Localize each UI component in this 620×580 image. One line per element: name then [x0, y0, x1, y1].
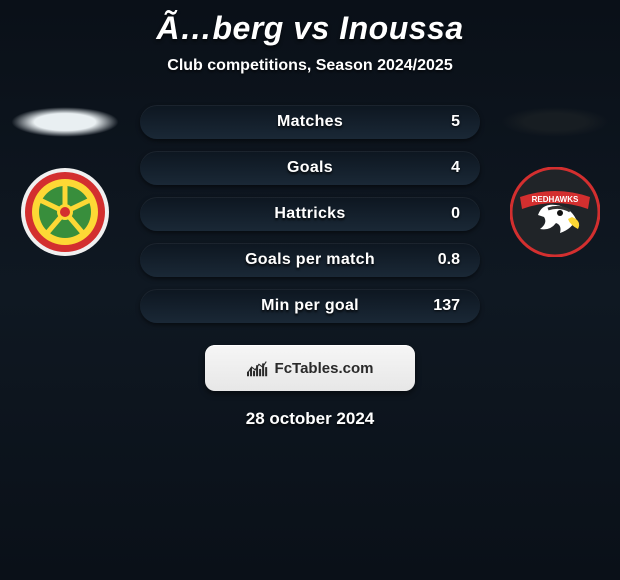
hawk-icon: REDHAWKS	[510, 167, 600, 257]
stat-label: Min per goal	[190, 297, 430, 315]
stat-label: Hattricks	[190, 205, 430, 223]
right-club-name: REDHAWKS	[532, 195, 579, 204]
left-ellipse	[11, 107, 119, 137]
stat-right: 0.8	[430, 251, 460, 269]
fctables-badge[interactable]: FcTables.com	[205, 345, 415, 391]
main-row: Matches 5 Goals 4 Hattricks 0 Goals per …	[0, 105, 620, 335]
page-subtitle: Club competitions, Season 2024/2025	[0, 57, 620, 75]
stat-row-gpm: Goals per match 0.8	[140, 243, 480, 277]
stat-label: Goals	[190, 159, 430, 177]
right-club-logo: REDHAWKS	[510, 167, 600, 257]
stat-right: 137	[430, 297, 460, 315]
stat-right: 0	[430, 205, 460, 223]
shield-icon	[20, 167, 110, 257]
stat-row-hattricks: Hattricks 0	[140, 197, 480, 231]
page-title: Ã…berg vs Inoussa	[0, 0, 620, 47]
right-ellipse	[501, 107, 609, 137]
left-club-logo	[20, 167, 110, 257]
comparison-card: Ã…berg vs Inoussa Club competitions, Sea…	[0, 0, 620, 580]
stat-row-goals: Goals 4	[140, 151, 480, 185]
stat-right: 5	[430, 113, 460, 131]
left-club-col	[5, 105, 125, 257]
bar-chart-icon	[247, 359, 269, 377]
right-club-col: REDHAWKS	[495, 105, 615, 257]
stat-row-matches: Matches 5	[140, 105, 480, 139]
fctables-text: FcTables.com	[275, 360, 374, 377]
stat-label: Goals per match	[190, 251, 430, 269]
date-label: 28 october 2024	[0, 409, 620, 429]
stat-row-mpg: Min per goal 137	[140, 289, 480, 323]
stat-right: 4	[430, 159, 460, 177]
stat-label: Matches	[190, 113, 430, 131]
stats-col: Matches 5 Goals 4 Hattricks 0 Goals per …	[125, 105, 495, 335]
